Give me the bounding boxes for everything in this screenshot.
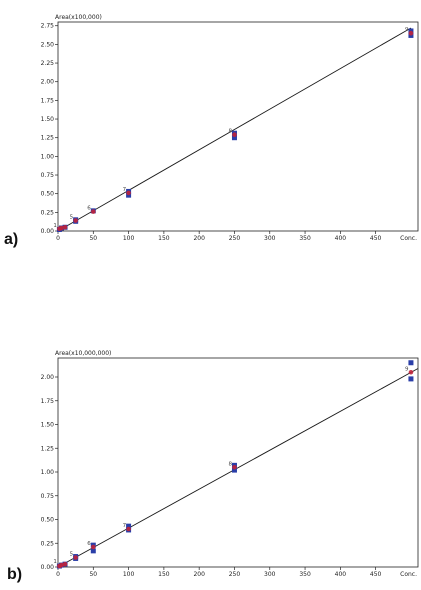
y-tick-label: 1.00 [41, 469, 55, 476]
point-label: 9 [405, 27, 409, 33]
y-tick-label: 0.25 [41, 540, 55, 547]
x-axis-label: Conc. [400, 235, 417, 242]
y-tick-label: 0.00 [41, 228, 55, 235]
data-point [90, 548, 96, 554]
point-label: 1 [53, 223, 57, 229]
x-tick-label: 300 [264, 235, 276, 242]
y-tick-label: 1.75 [41, 97, 55, 104]
y-tick-label: 1.00 [41, 153, 55, 160]
data-point [408, 360, 414, 366]
y-tick-label: 0.00 [41, 564, 55, 571]
y-tick-label: 2.25 [41, 60, 55, 67]
plot-frame [57, 21, 419, 232]
x-tick-label: 200 [193, 571, 205, 578]
x-tick-label: 50 [89, 235, 97, 242]
point-label: 7 [123, 187, 127, 193]
y-tick-label: 0.50 [41, 517, 55, 524]
x-tick-label: 400 [335, 571, 347, 578]
data-point [231, 467, 237, 473]
y-tick-label: 1.75 [41, 398, 55, 405]
x-tick-label: 350 [299, 235, 311, 242]
point-label: 8 [228, 129, 232, 135]
y-axis-label: Area(x100,000) [55, 14, 102, 21]
data-point [62, 224, 68, 230]
x-tick-label: 150 [158, 571, 170, 578]
data-point [408, 369, 414, 375]
y-tick-label: 2.50 [41, 41, 55, 48]
x-tick-label: 100 [123, 235, 135, 242]
point-label: 9 [405, 366, 409, 372]
y-tick-label: 1.25 [41, 135, 55, 142]
x-tick-label: 200 [193, 235, 205, 242]
y-tick-label: 0.50 [41, 191, 55, 198]
data-point [126, 526, 131, 532]
panel-label-a: a) [4, 231, 19, 248]
y-tick-label: 0.75 [41, 493, 55, 500]
chart-panel-a [55, 21, 419, 234]
x-tick-label: 300 [264, 571, 276, 578]
data-point [231, 135, 237, 141]
data-point [62, 561, 68, 567]
x-tick-label: 50 [89, 571, 97, 578]
y-axis-label: Area(x10,000,000) [55, 350, 111, 357]
data-point [232, 132, 237, 138]
y-tick-label: 2.00 [41, 374, 55, 381]
x-tick-label: 350 [299, 571, 311, 578]
y-tick-label: 2.00 [41, 79, 55, 86]
data-point [408, 376, 414, 382]
x-tick-label: 400 [335, 235, 347, 242]
x-tick-label: 150 [158, 235, 170, 242]
point-label: 7 [123, 523, 127, 529]
point-label: 5 [70, 552, 74, 558]
y-tick-label: 1.50 [41, 116, 55, 123]
panel-label-b: b) [7, 566, 23, 583]
y-tick-label: 0.75 [41, 172, 55, 179]
y-tick-label: 1.25 [41, 445, 55, 452]
data-point [73, 555, 78, 560]
x-tick-label: 450 [370, 571, 382, 578]
point-label: 6 [87, 541, 91, 547]
data-point [232, 464, 237, 470]
data-point [59, 562, 64, 568]
point-label: 1 [53, 559, 57, 565]
calibration-fit-line [57, 27, 412, 232]
calibration-fit-line [57, 368, 419, 568]
data-point [126, 523, 132, 529]
x-tick-label: 450 [370, 235, 382, 242]
point-label: 6 [87, 206, 91, 212]
data-point [126, 190, 131, 196]
x-tick-label: 0 [56, 571, 60, 578]
y-tick-label: 2.75 [41, 23, 55, 30]
plot-frame [57, 357, 419, 568]
x-axis-label: Conc. [400, 571, 417, 578]
data-point [59, 225, 64, 231]
data-point [90, 544, 96, 550]
y-tick-label: 0.25 [41, 209, 55, 216]
x-tick-label: 100 [123, 571, 135, 578]
x-tick-label: 0 [56, 235, 60, 242]
x-tick-label: 250 [229, 571, 241, 578]
data-point [90, 209, 96, 214]
y-tick-label: 1.50 [41, 422, 55, 429]
data-point [408, 30, 414, 36]
chart-panel-b [55, 357, 419, 570]
data-point [73, 218, 78, 223]
x-tick-label: 250 [229, 235, 241, 242]
point-label: 5 [70, 215, 74, 221]
point-label: 8 [228, 461, 232, 467]
